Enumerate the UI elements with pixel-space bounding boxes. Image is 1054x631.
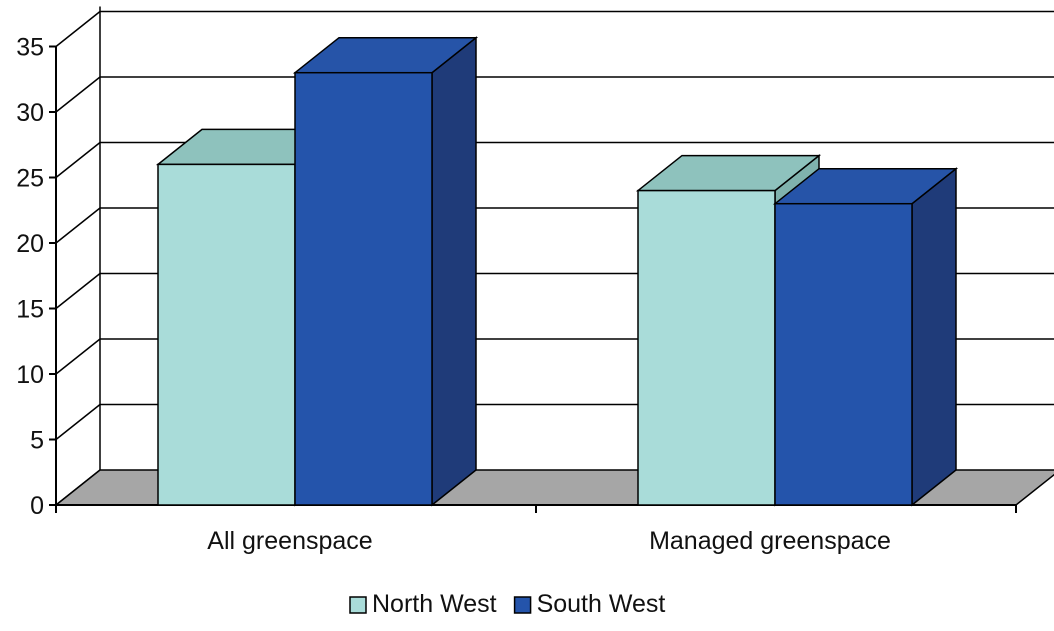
y-tick-label: 5	[30, 427, 44, 455]
gridline-side	[55, 403, 101, 441]
gridline-side	[55, 141, 101, 179]
legend-swatch	[513, 596, 532, 614]
legend-label: South West	[537, 590, 666, 618]
y-tick-label: 20	[16, 230, 44, 258]
legend-label: North West	[372, 590, 497, 618]
bar-south-west	[292, 36, 479, 507]
gridline-side	[55, 207, 101, 244]
y-tick-label: 0	[30, 492, 44, 520]
y-tick-label: 15	[16, 296, 44, 324]
bar-front	[774, 202, 913, 506]
bars	[155, 36, 959, 507]
bar-south-west	[772, 167, 959, 507]
gridline-side	[55, 10, 101, 48]
legend: North West South West	[349, 590, 666, 618]
x-category-label: All greenspace	[207, 527, 372, 555]
gridline-side	[55, 272, 101, 310]
gridline-side	[55, 338, 101, 375]
x-axis-labels: All greenspace Managed greenspace	[55, 505, 1017, 555]
gridline-side	[55, 76, 101, 113]
x-category-label: Managed greenspace	[649, 527, 891, 555]
y-tick-label: 25	[16, 165, 44, 193]
bar-side	[911, 167, 957, 507]
bar-front	[157, 163, 296, 506]
bar-front	[294, 71, 433, 506]
y-tick-label: 10	[16, 361, 44, 389]
bar-front	[637, 189, 776, 506]
bar-side	[431, 36, 477, 507]
y-axis-ticks: 0 5 10 15 20 25 30 35	[16, 34, 56, 520]
y-tick-label: 35	[16, 34, 44, 62]
legend-swatch	[349, 596, 367, 614]
y-tick-label: 30	[16, 99, 44, 127]
